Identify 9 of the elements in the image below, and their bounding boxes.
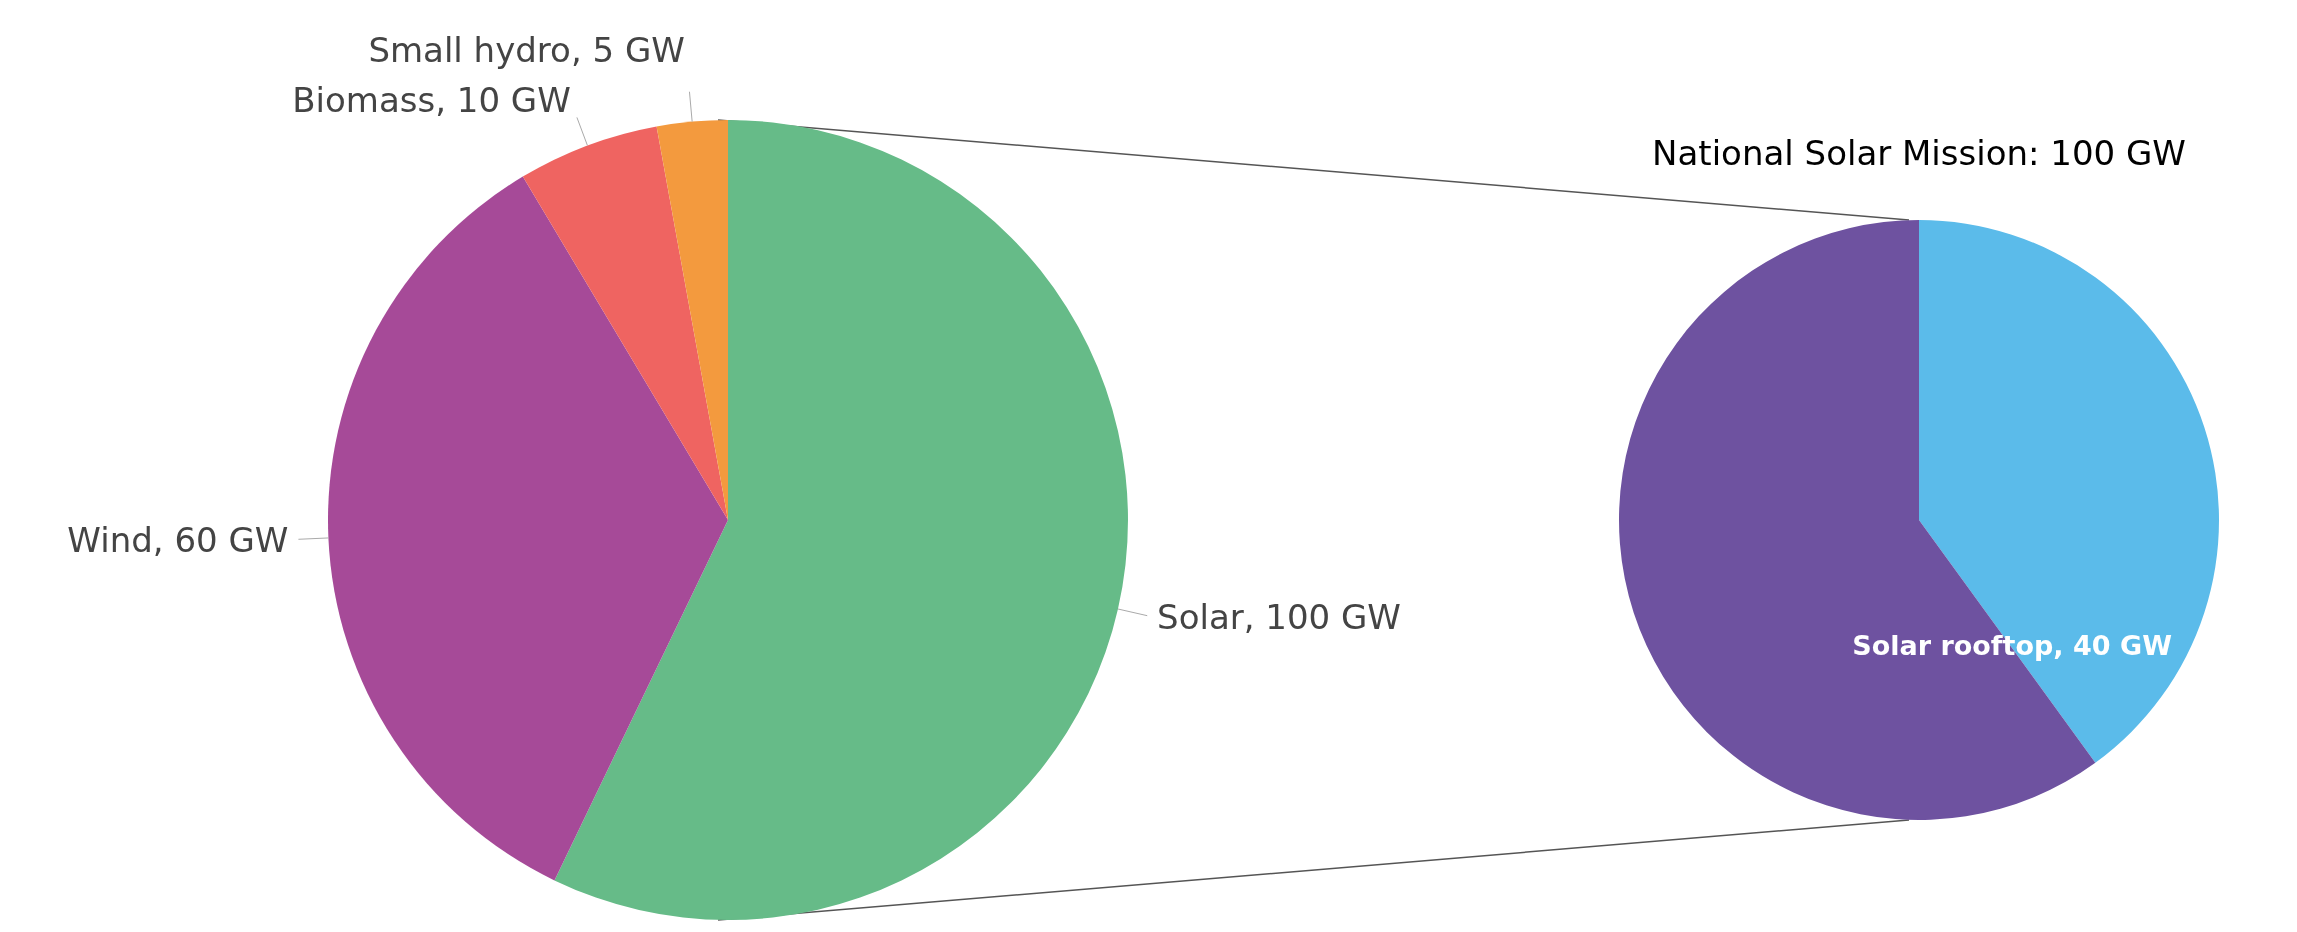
slice-label: Small hydro, 5 GW <box>368 29 685 70</box>
pie-slice <box>656 120 728 520</box>
slice-label: Solar, 100 GW <box>1157 597 1402 638</box>
pie-slice <box>554 120 1128 920</box>
pie-slice <box>328 176 728 881</box>
pie-slice <box>522 126 728 520</box>
chart-title: National Solar Mission: 100 GW <box>1652 133 2186 173</box>
slice-label: Biomass, 10 GW <box>292 79 571 120</box>
slice-label: Wind, 60 GW <box>67 519 289 560</box>
